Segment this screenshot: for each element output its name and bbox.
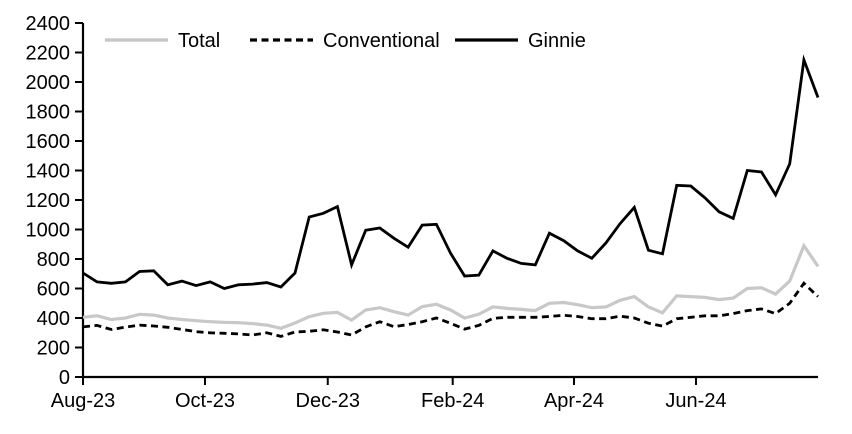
y-tick-label: 2200 bbox=[26, 43, 71, 65]
x-tick-label: Jun-24 bbox=[665, 390, 726, 412]
y-tick-label: 800 bbox=[37, 249, 70, 271]
y-tick-label: 200 bbox=[37, 338, 70, 360]
x-tick-label: Dec-23 bbox=[296, 390, 360, 412]
legend-label-conventional: Conventional bbox=[323, 30, 440, 52]
y-tick-label: 2400 bbox=[26, 13, 71, 35]
y-tick-label: 600 bbox=[37, 279, 70, 301]
series-line-ginnie bbox=[82, 54, 820, 290]
y-tick-label: 1800 bbox=[26, 102, 71, 124]
legend-label-ginnie: Ginnie bbox=[528, 30, 586, 52]
y-tick-label: 1000 bbox=[26, 220, 71, 242]
y-tick-label: 1400 bbox=[26, 161, 71, 183]
x-tick-label: Feb-24 bbox=[421, 390, 484, 412]
x-tick-label: Apr-24 bbox=[544, 390, 604, 412]
x-tick-label: Aug-23 bbox=[51, 390, 116, 412]
y-tick-label: 0 bbox=[59, 367, 70, 389]
legend-label-total: Total bbox=[178, 30, 220, 52]
y-tick-label: 1600 bbox=[26, 131, 71, 153]
y-tick-label: 400 bbox=[37, 308, 70, 330]
x-tick-label: Oct-23 bbox=[175, 390, 235, 412]
series-line-total bbox=[82, 242, 820, 330]
y-tick-label: 2000 bbox=[26, 72, 71, 94]
y-tick-label: 1200 bbox=[26, 190, 71, 212]
